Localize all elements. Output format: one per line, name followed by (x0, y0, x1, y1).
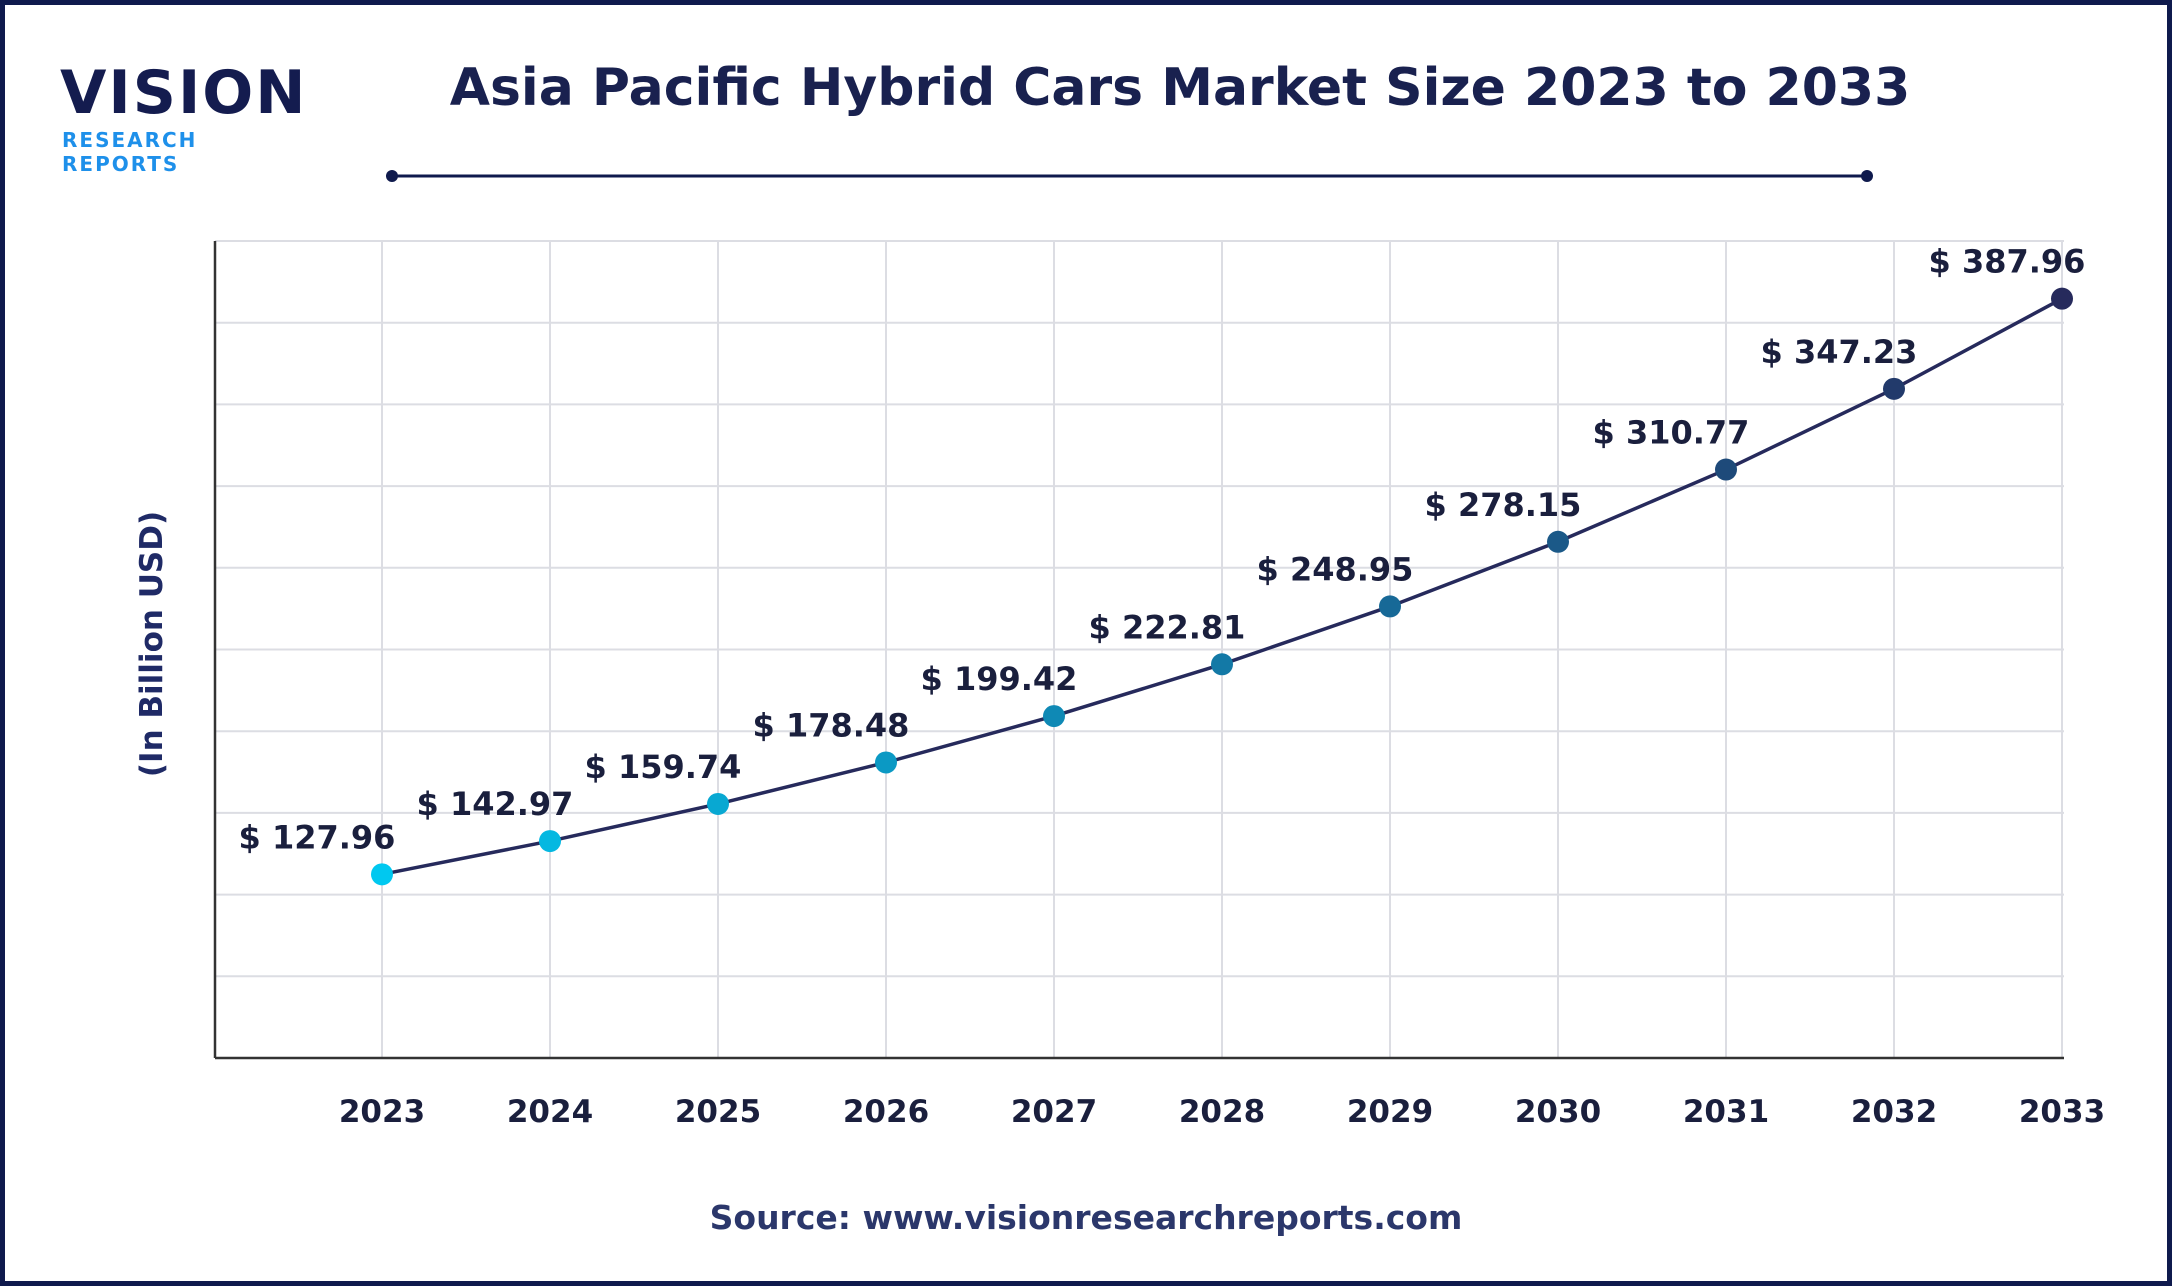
data-label: $ 127.96 (239, 818, 396, 856)
data-point (371, 863, 393, 886)
series (371, 287, 2073, 886)
x-tick-label: 2032 (1851, 1094, 1937, 1130)
logo-main-text: VISION (60, 58, 308, 128)
x-tick-label: 2025 (675, 1094, 761, 1130)
data-point (875, 751, 897, 774)
labels: $ 127.96 2023 $ 142.97 2024 $ 159.74 2025 $ 17… (239, 243, 2106, 1130)
data-label: $ 278.15 (1425, 486, 1582, 524)
data-label: $ 248.95 (1257, 550, 1414, 588)
x-tick-label: 2027 (1011, 1094, 1097, 1130)
x-tick-label: 2023 (339, 1094, 425, 1130)
divider-dot-right (1861, 170, 1873, 182)
y-axis-label: (In Billion USD) (134, 510, 170, 778)
data-point (2051, 287, 2073, 310)
data-point (1883, 377, 1905, 400)
data-label: $ 142.97 (417, 785, 574, 823)
data-label: $ 387.96 (1929, 243, 2086, 281)
chart-title: Asia Pacific Hybrid Cars Market Size 202… (449, 58, 1911, 118)
vision-research-reports-logo: VISION RESEARCH REPORTS (60, 40, 310, 176)
divider-dot-left (386, 170, 398, 182)
x-tick-label: 2033 (2019, 1094, 2105, 1130)
data-point (1043, 705, 1065, 728)
data-label: $ 222.81 (1089, 608, 1246, 646)
data-label: $ 199.42 (921, 660, 1078, 698)
data-label: $ 159.74 (585, 748, 742, 786)
data-point (539, 830, 561, 853)
data-point (1211, 653, 1233, 676)
x-tick-label: 2030 (1515, 1094, 1601, 1130)
source-text: Source: www.visionresearchreports.com (709, 1198, 1463, 1237)
x-tick-label: 2028 (1179, 1094, 1265, 1130)
logo-sub-text: RESEARCH REPORTS (62, 128, 198, 176)
data-point (1715, 458, 1737, 481)
x-tick-label: 2024 (507, 1094, 593, 1130)
data-point (1547, 530, 1569, 553)
data-label: $ 310.77 (1593, 414, 1750, 452)
data-label: $ 347.23 (1761, 333, 1918, 371)
data-point (707, 792, 729, 815)
axes (213, 241, 2064, 1060)
x-tick-label: 2026 (843, 1094, 929, 1130)
data-point (1379, 595, 1401, 618)
x-tick-label: 2029 (1347, 1094, 1433, 1130)
grid (215, 240, 2064, 1058)
data-label: $ 178.48 (753, 706, 910, 744)
x-tick-label: 2031 (1683, 1094, 1769, 1130)
